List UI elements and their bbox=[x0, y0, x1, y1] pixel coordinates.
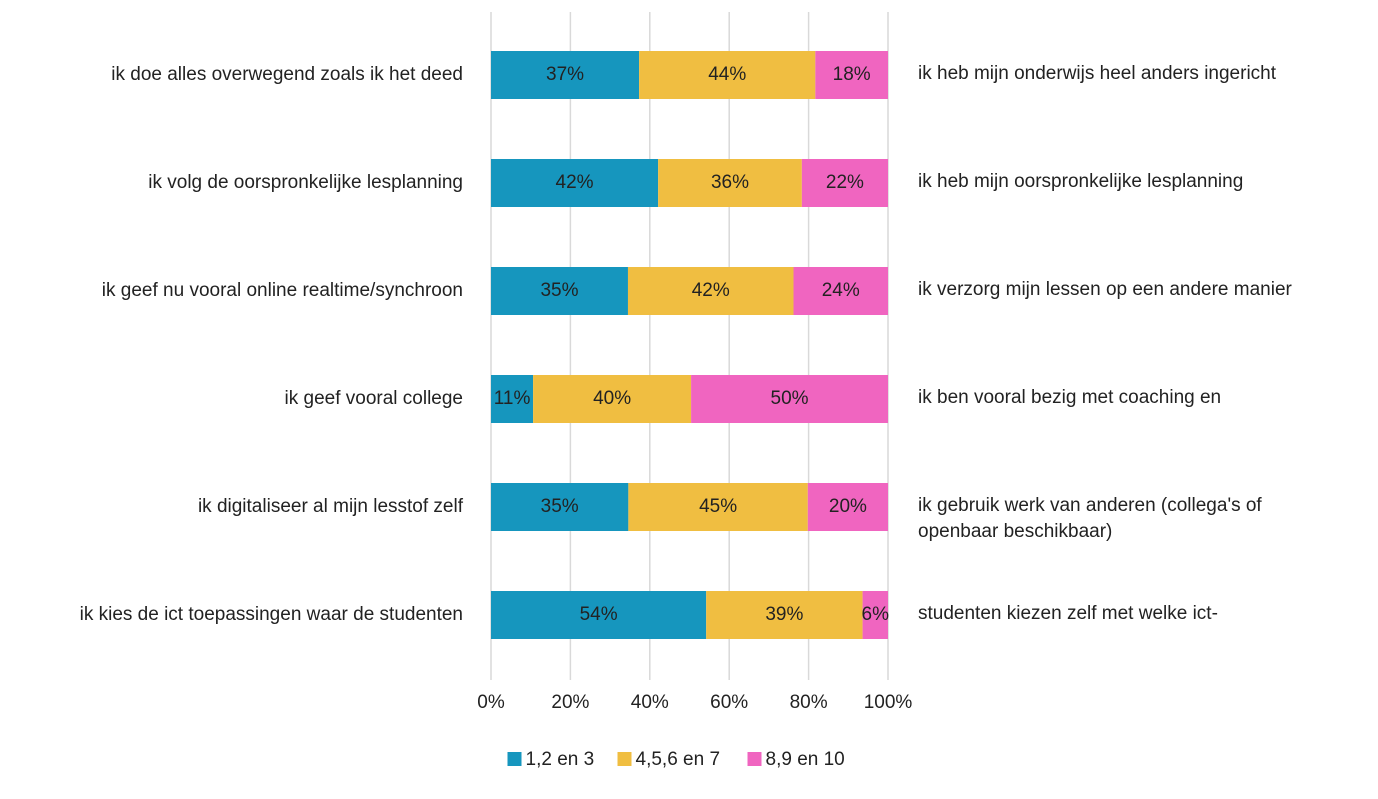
legend-swatch bbox=[507, 752, 522, 766]
data-label: 35% bbox=[541, 496, 579, 517]
legend-label: 8,9 en 10 bbox=[766, 749, 845, 770]
category-label: ik geef nu vooral online realtime/synchr… bbox=[102, 280, 463, 301]
data-label: 37% bbox=[546, 64, 584, 85]
legend-swatch bbox=[747, 752, 762, 766]
bar-segment bbox=[491, 591, 707, 639]
x-tick-label: 20% bbox=[551, 692, 589, 713]
category-label: ik digitaliseer al mijn lesstof zelf bbox=[198, 496, 464, 517]
right-label-box: ik heb mijn onderwijs heel anders ingeri… bbox=[918, 63, 1277, 84]
bar-segment bbox=[491, 51, 640, 99]
right-label-box: studenten kiezen zelf met welke ict- bbox=[918, 603, 1218, 624]
bar-segment bbox=[793, 267, 888, 315]
bar-segment bbox=[658, 159, 802, 207]
x-tick-label: 60% bbox=[710, 692, 748, 713]
category-label: ik kies de ict toepassingen waar de stud… bbox=[80, 604, 463, 625]
right-category-label: ik heb mijn onderwijs heel anders ingeri… bbox=[918, 63, 1277, 84]
right-category-label: ik verzorg mijn lessen op een andere man… bbox=[918, 279, 1292, 300]
bar-segment bbox=[533, 375, 692, 423]
bar-segment bbox=[491, 267, 628, 315]
data-label: 50% bbox=[771, 388, 809, 409]
right-label-box: ik ben vooral bezig met coaching en bbox=[918, 387, 1222, 408]
bar-segment bbox=[627, 267, 794, 315]
bar-segment bbox=[862, 591, 888, 639]
data-label: 40% bbox=[593, 388, 631, 409]
x-tick-label: 80% bbox=[790, 692, 828, 713]
bar-segment bbox=[491, 159, 659, 207]
data-label: 20% bbox=[829, 496, 867, 517]
bar-segment bbox=[801, 159, 888, 207]
data-label: 45% bbox=[699, 496, 737, 517]
category-label: ik doe alles overwegend zoals ik het dee… bbox=[111, 64, 463, 85]
bar-segment bbox=[691, 375, 888, 423]
right-label-box: ik gebruik werk van anderen (collega's o… bbox=[918, 495, 1262, 542]
data-label: 44% bbox=[708, 64, 746, 85]
legend-swatch bbox=[617, 752, 632, 766]
data-label: 54% bbox=[580, 604, 618, 625]
data-label: 35% bbox=[540, 280, 578, 301]
right-label-box: ik verzorg mijn lessen op een andere man… bbox=[918, 279, 1292, 300]
right-category-label: ik gebruik werk van anderen (collega's o… bbox=[918, 495, 1262, 542]
data-label: 11% bbox=[494, 388, 531, 409]
bar-segment bbox=[628, 483, 808, 531]
right-category-label: studenten kiezen zelf met welke ict- bbox=[918, 603, 1218, 624]
data-label: 36% bbox=[711, 172, 749, 193]
data-label: 22% bbox=[826, 172, 864, 193]
data-label: 18% bbox=[833, 64, 871, 85]
bar-segment bbox=[491, 375, 534, 423]
right-label-box: ik heb mijn oorspronkelijke lesplanning bbox=[918, 171, 1244, 192]
x-tick-label: 100% bbox=[864, 692, 913, 713]
data-label: 42% bbox=[556, 172, 594, 193]
legend-label: 1,2 en 3 bbox=[526, 749, 595, 770]
bar-segment bbox=[815, 51, 888, 99]
x-tick-label: 40% bbox=[631, 692, 669, 713]
data-label: 42% bbox=[692, 280, 730, 301]
bar-segment bbox=[491, 483, 629, 531]
right-category-label: ik heb mijn oorspronkelijke lesplanning bbox=[918, 171, 1244, 192]
right-category-label: ik ben vooral bezig met coaching en bbox=[918, 387, 1222, 408]
category-label: ik geef vooral college bbox=[285, 388, 464, 409]
category-label: ik volg de oorspronkelijke lesplanning bbox=[148, 172, 463, 193]
data-label: 6% bbox=[862, 604, 890, 625]
data-label: 39% bbox=[765, 604, 803, 625]
bar-segment bbox=[807, 483, 888, 531]
legend-label: 4,5,6 en 7 bbox=[636, 749, 721, 770]
bar-segment bbox=[639, 51, 816, 99]
bar-segment bbox=[706, 591, 863, 639]
x-tick-label: 0% bbox=[477, 692, 505, 713]
data-label: 24% bbox=[822, 280, 860, 301]
